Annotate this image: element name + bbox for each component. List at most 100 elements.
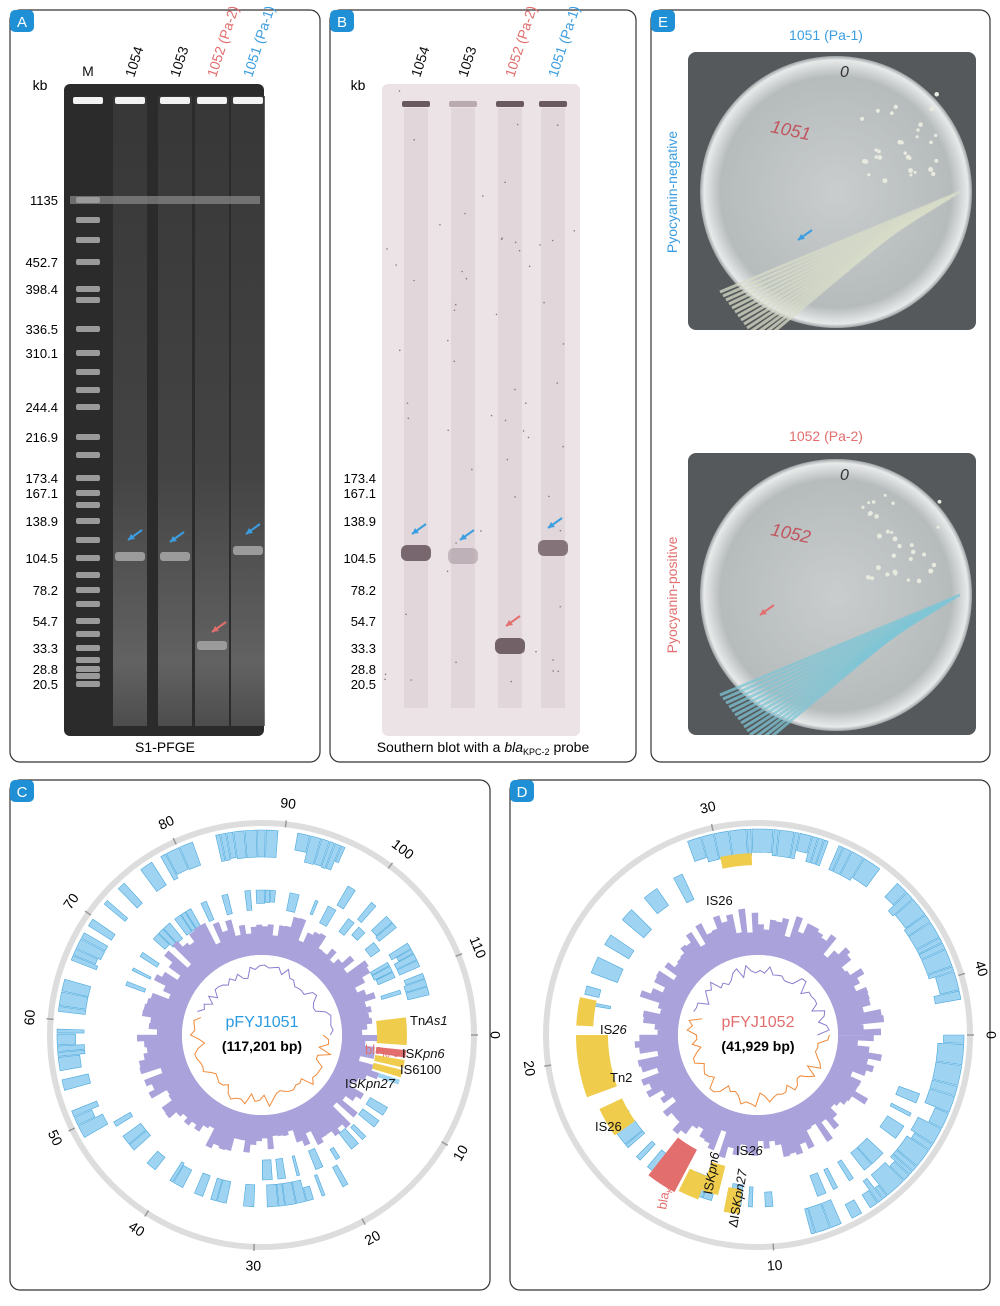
gene-block (104, 900, 127, 921)
feature-label: ISKpn6 (402, 1046, 445, 1061)
label-part: IS26 (595, 1119, 622, 1134)
speck (563, 343, 565, 345)
gene-block (636, 1141, 655, 1160)
gene-block (729, 829, 747, 856)
plate-title: 1052 (Pa-2) (789, 428, 863, 444)
ladder-band (76, 197, 100, 203)
gene-block (644, 888, 668, 913)
marker-label: 398.4 (25, 282, 58, 297)
panel-label: C (17, 784, 28, 801)
unit-label: kb (351, 77, 366, 93)
speck (510, 681, 512, 683)
colony (897, 544, 901, 548)
tick-label: 50 (45, 1127, 66, 1148)
gene-block (245, 890, 252, 910)
marker-label: 20.5 (351, 677, 376, 692)
speck (395, 264, 397, 266)
speck (523, 651, 525, 653)
lane-label: 1052 (Pa-2) (502, 4, 540, 79)
colony (909, 173, 912, 176)
lane-smear (451, 108, 475, 708)
ladder-band (76, 297, 100, 303)
gene-block (747, 829, 752, 855)
gene-block (890, 1103, 911, 1116)
label-part: ΔIS (725, 1205, 743, 1229)
colony (922, 552, 926, 556)
band (538, 540, 568, 556)
colony (877, 534, 882, 539)
feature-label: IS26 (736, 1143, 764, 1158)
marker-label: 33.3 (33, 641, 58, 656)
gene-block (366, 1098, 387, 1116)
label-part: IS (736, 1143, 749, 1158)
gene-block (222, 894, 233, 915)
speck (454, 309, 456, 311)
colony (892, 553, 897, 558)
lane-label: 1051 (Pa-1) (545, 4, 583, 79)
ladder-band (76, 502, 100, 508)
feature-label: Tn2 (610, 1070, 632, 1085)
speck (471, 469, 473, 471)
speck (557, 671, 559, 673)
speck (464, 213, 466, 215)
marker-label: 33.3 (351, 641, 376, 656)
ladder-band (76, 404, 100, 410)
element-block (576, 997, 596, 1026)
speck (525, 402, 527, 404)
label-part: 26 (611, 1022, 627, 1037)
label-part: Tn2 (610, 1070, 632, 1085)
label-part: As1 (424, 1013, 447, 1028)
caption-part: bla (504, 739, 523, 755)
well (115, 97, 145, 104)
speck (413, 139, 415, 141)
colony (936, 526, 939, 529)
colony (908, 168, 913, 173)
speck (413, 280, 415, 282)
colony (934, 159, 938, 163)
tick (285, 820, 286, 827)
gene-block (896, 1086, 920, 1103)
ladder-band (76, 673, 100, 679)
gene-block (585, 986, 601, 998)
gene-block (381, 990, 401, 999)
ladder-band (76, 434, 100, 440)
gene-block (194, 1173, 210, 1197)
feature-label: IS26 (600, 1022, 628, 1037)
well (73, 97, 103, 104)
speck (408, 418, 410, 420)
speck (562, 446, 564, 448)
label-part: IS26 (706, 893, 733, 908)
ladder-band (76, 490, 100, 496)
ladder-band (76, 666, 100, 672)
speck (548, 496, 550, 498)
gene-block (314, 1175, 325, 1197)
tick-label: 20 (362, 1227, 384, 1249)
caption-part: Southern blot with a (377, 739, 505, 755)
caption: S1-PFGE (135, 739, 195, 755)
lane (113, 96, 147, 726)
ladder-band (76, 475, 100, 481)
ladder-band (76, 618, 100, 624)
colony (870, 576, 874, 580)
colony (876, 109, 880, 113)
speck (528, 437, 530, 439)
marker-label: 138.9 (25, 514, 58, 529)
colony (868, 512, 872, 516)
colony (884, 494, 887, 497)
ladder-band (76, 537, 100, 543)
gene-block (118, 883, 142, 908)
speck (482, 195, 484, 197)
tick-label: 70 (60, 890, 82, 912)
marker-label: 167.1 (25, 486, 58, 501)
colony (867, 501, 870, 504)
speck (447, 571, 449, 573)
tick-label: 60 (21, 1009, 38, 1026)
marker-label: 28.8 (351, 662, 376, 677)
colony (867, 173, 870, 176)
marker-label: 20.5 (33, 677, 58, 692)
speck (552, 659, 554, 661)
ladder-band (76, 217, 100, 223)
colony (938, 500, 942, 504)
marker-label: 54.7 (33, 614, 58, 629)
